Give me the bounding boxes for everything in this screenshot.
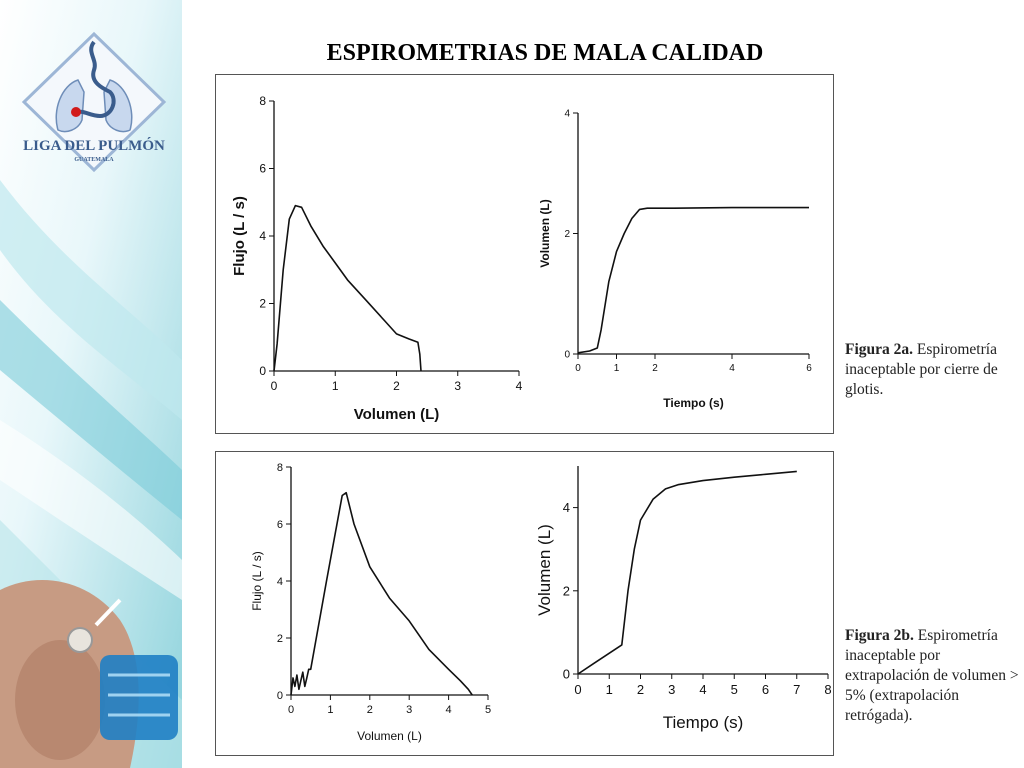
- y-tick-label: 4: [563, 500, 570, 515]
- figure-2a-text: Espirometría inaceptable por cierre de g…: [845, 341, 998, 398]
- x-tick-label: 0: [271, 379, 278, 393]
- series-line: [273, 204, 422, 372]
- x-tick-label: 5: [485, 704, 491, 716]
- logo-name: LIGA DEL PULMÓN: [23, 137, 165, 154]
- x-tick-label: 3: [406, 704, 412, 716]
- x-tick-label: 6: [762, 682, 769, 697]
- figure-2b-panel: 0 1 2 3 4 5 0 2 4 6 8 Volumen (L) Flujo (L / s) 0 1 2 3…: [215, 451, 834, 756]
- x-tick-label: 2: [652, 363, 658, 374]
- x-tick-label: 8: [824, 682, 831, 697]
- x-tick-label: 4: [729, 363, 735, 374]
- y-tick-label: 6: [259, 162, 266, 176]
- x-axis-label: Tiempo (s): [663, 713, 744, 732]
- x-tick-label: 0: [575, 363, 581, 374]
- figure-2a-label: Figura 2a.: [845, 341, 914, 358]
- y-tick-label: 6: [277, 519, 283, 531]
- x-tick-label: 3: [454, 379, 461, 393]
- slide-title: ESPIROMETRIAS DE MALA CALIDAD: [326, 40, 764, 66]
- x-tick-label: 5: [731, 682, 738, 697]
- logo-sub: GUATEMALA: [74, 157, 114, 163]
- series-line: [290, 491, 473, 696]
- chart-2a-volume-time: 0 1 2 4 6 0 2 4 Tiempo (s) Volumen (L): [538, 109, 812, 411]
- figure-2b-caption: Figura 2b. Espirometría inaceptable por …: [845, 626, 1023, 726]
- chart-2b-flow-volume: 0 1 2 3 4 5 0 2 4 6 8 Volumen (L) Flujo (L / s): [250, 462, 491, 743]
- x-tick-label: 7: [793, 682, 800, 697]
- y-tick-label: 2: [259, 297, 266, 311]
- x-tick-label: 4: [446, 704, 452, 716]
- x-axis-label: Volumen (L): [357, 729, 422, 743]
- x-tick-label: 2: [637, 682, 644, 697]
- patient-image: [0, 580, 178, 768]
- series-line: [577, 206, 809, 354]
- decorative-sidebar: LIGA DEL PULMÓN GUATEMALA: [0, 0, 182, 768]
- y-tick-label: 4: [259, 229, 266, 243]
- x-axis-label: Tiempo (s): [663, 396, 723, 410]
- figure-2a-panel: 0 1 2 3 4 0 2 4 6 8 Volumen (L) Flujo (L / s) 0 1 2 4 6…: [215, 74, 834, 434]
- x-tick-label: 4: [516, 379, 523, 393]
- x-tick-label: 0: [574, 682, 581, 697]
- x-tick-label: 2: [393, 379, 400, 393]
- x-tick-label: 0: [288, 704, 294, 716]
- figure-2a-svg: 0 1 2 3 4 0 2 4 6 8 Volumen (L) Flujo (L / s) 0 1 2 4 6…: [231, 94, 812, 423]
- y-axis-label: Flujo (L / s): [231, 196, 248, 276]
- y-tick-label: 4: [564, 109, 570, 120]
- x-tick-label: 4: [699, 682, 706, 697]
- x-axis-label: Volumen (L): [354, 406, 440, 423]
- figure-2b-text: Espirometría inaceptable por extrapolaci…: [845, 627, 1019, 724]
- y-axis-label: Flujo (L / s): [250, 551, 264, 611]
- liga-del-pulmon-logo: LIGA DEL PULMÓN GUATEMALA: [21, 31, 167, 173]
- x-tick-label: 1: [606, 682, 613, 697]
- x-tick-label: 3: [668, 682, 675, 697]
- chart-2a-flow-volume: 0 1 2 3 4 0 2 4 6 8 Volumen (L) Flujo (L / s): [231, 94, 523, 423]
- y-tick-label: 2: [564, 229, 570, 240]
- y-tick-label: 0: [564, 350, 570, 361]
- x-tick-label: 1: [327, 704, 333, 716]
- y-tick-label: 2: [277, 633, 283, 645]
- chart-2b-volume-time: 0 1 2 3 4 5 6 7 8 0 2 4 Tiempo (s) Volumen (L): [535, 466, 832, 732]
- y-axis-label: Volumen (L): [538, 199, 552, 267]
- y-tick-label: 8: [277, 462, 283, 474]
- figure-2a-caption: Figura 2a. Espirometría inaceptable por …: [845, 340, 1023, 400]
- x-tick-label: 1: [614, 363, 620, 374]
- y-tick-label: 0: [259, 364, 266, 378]
- y-tick-label: 0: [563, 667, 570, 682]
- y-axis-label: Volumen (L): [535, 524, 554, 616]
- x-tick-label: 2: [367, 704, 373, 716]
- x-tick-label: 6: [806, 363, 812, 374]
- x-tick-label: 1: [332, 379, 339, 393]
- y-tick-label: 2: [563, 583, 570, 598]
- figure-2b-svg: 0 1 2 3 4 5 0 2 4 6 8 Volumen (L) Flujo (L / s) 0 1 2 3…: [250, 462, 832, 743]
- y-tick-label: 0: [277, 690, 283, 702]
- figure-2b-label: Figura 2b.: [845, 627, 914, 644]
- y-tick-label: 8: [259, 94, 266, 108]
- y-tick-label: 4: [277, 576, 283, 588]
- series-line: [577, 470, 797, 675]
